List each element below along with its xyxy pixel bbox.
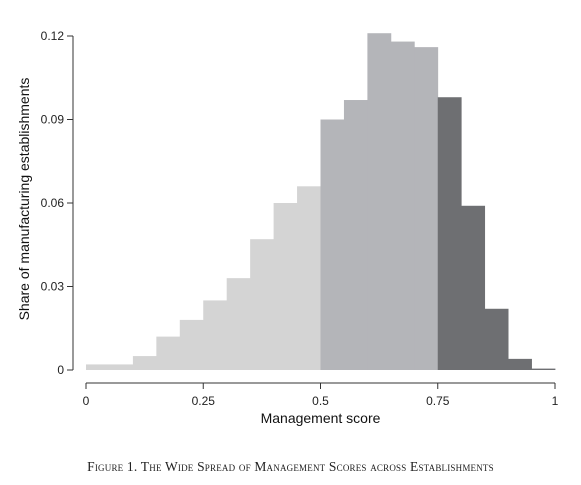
- histogram-bar-3: [132, 356, 157, 370]
- y-tick-label: 0: [57, 363, 64, 377]
- histogram-bar-13: [367, 33, 392, 370]
- histogram-bar-2: [109, 364, 134, 370]
- histogram-chart: 0 0.03 0.06 0.09 0.12 0 0.25 0.5 0.75 1 Manageme…: [16, 29, 559, 426]
- x-tick-label: 0.5: [312, 394, 329, 408]
- x-axis-title: Management score: [261, 410, 381, 426]
- x-ticks-layer: 0 0.25 0.5 0.75 1: [83, 383, 559, 408]
- histogram-bar-19: [508, 358, 532, 370]
- histogram-bar-8: [250, 239, 274, 370]
- y-tick-label: 0.12: [41, 29, 65, 43]
- histogram-bar-12: [343, 100, 368, 371]
- histogram-bar-5: [179, 319, 204, 370]
- histogram-bar-15: [414, 47, 439, 370]
- histogram-bar-6: [203, 300, 228, 370]
- x-tick-label: 0: [83, 394, 90, 408]
- x-tick-label: 0.25: [192, 394, 216, 408]
- y-ticks-layer: 0 0.03 0.06 0.09 0.12: [41, 29, 73, 377]
- histogram-bar-17: [461, 205, 486, 370]
- y-tick-label: 0.09: [41, 113, 65, 127]
- x-tick-label: 1: [552, 394, 559, 408]
- histogram-bar-9: [273, 203, 298, 370]
- histogram-bar-7: [226, 278, 251, 370]
- histogram-bar-20: [531, 368, 556, 370]
- y-axis-title: Share of manufacturing establishments: [16, 78, 32, 321]
- figure-caption: Figure 1. The Wide Spread of Management …: [87, 459, 494, 474]
- y-tick-label: 0.06: [41, 196, 65, 210]
- histogram-bar-10: [297, 186, 321, 370]
- x-tick-label: 0.75: [426, 394, 450, 408]
- histogram-bar-11: [320, 119, 345, 370]
- y-tick-label: 0.03: [41, 280, 65, 294]
- histogram-bar-14: [390, 41, 415, 370]
- bars-layer: [86, 33, 556, 371]
- histogram-bar-18: [484, 308, 509, 370]
- histogram-bar-4: [156, 336, 181, 370]
- histogram-bar-1: [86, 364, 110, 370]
- histogram-bar-16: [437, 97, 462, 370]
